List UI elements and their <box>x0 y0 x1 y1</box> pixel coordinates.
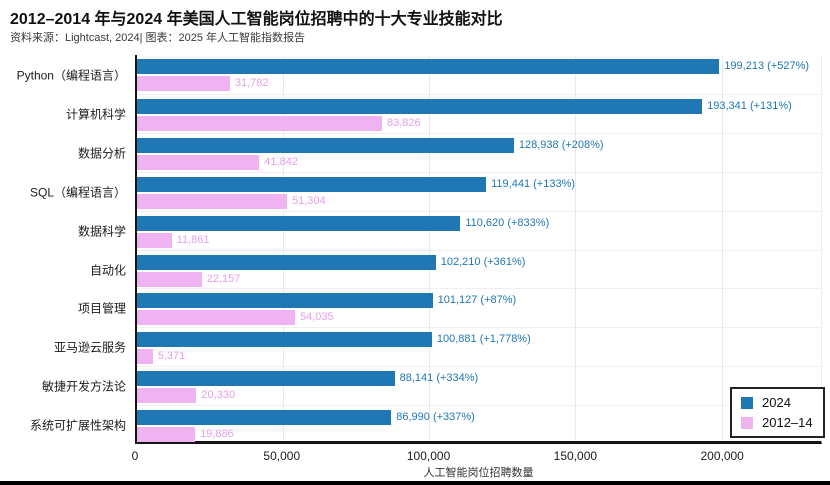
bar-2024 <box>137 215 461 231</box>
bar-2012–14 <box>137 232 172 248</box>
bar-2024 <box>137 254 436 270</box>
bar-value-label-2012–14: 31,782 <box>234 77 269 89</box>
plot-area: 199,213 (+527%) 31,782 193,341 (+131%) 83,8… <box>135 55 822 444</box>
legend-label: 2012–14 <box>762 415 813 430</box>
y-axis-label: 自动化 <box>89 263 126 277</box>
bar-row: 102,210 (+361%) 22,157 <box>137 249 821 289</box>
x-axis-title: 人工智能岗位招聘数量 <box>423 467 534 479</box>
bar-value-label-2012–14: 83,826 <box>387 116 421 129</box>
x-tick-label: 150,000 <box>553 449 598 463</box>
bar-value-label-2012–14: 11,861 <box>176 233 210 246</box>
bar-2012–14 <box>137 193 287 209</box>
bar-value-label-2024: 119,441 (+133%) <box>491 177 576 190</box>
bar-row: 128,938 (+208%) 41,842 <box>137 132 821 172</box>
bar-row: 110,620 (+833%) 11,861 <box>137 210 821 250</box>
bar-value-label-2012–14: 22,157 <box>206 272 241 285</box>
bar-value-label-2012–14: 5,371 <box>157 350 186 363</box>
y-axis-label: 计算机科学 <box>65 107 126 122</box>
bar-2024 <box>137 371 395 387</box>
bar-2024 <box>137 176 487 192</box>
bar-row: 101,127 (+87%) 54,035 <box>137 288 821 327</box>
legend: 2024 2012–14 <box>730 387 825 438</box>
y-axis-labels: Python（编程语言） 计算机科学数据分析 SQL（编程语言） 数据科学自动化项目管… <box>0 55 126 444</box>
bar-2012–14 <box>137 427 196 443</box>
bar-value-label-2024: 86,990 (+337%) <box>396 411 475 424</box>
chart-source-caption: 资料来源：Lightcast, 2024| 图表：2025 年人工智能指数报告 <box>10 32 306 44</box>
y-axis-label: 数据分析 <box>77 146 126 161</box>
bar-value-label-2024: 102,210 (+361%) <box>440 255 526 268</box>
bar-value-label-2024: 193,341 (+131%) <box>707 99 792 112</box>
y-axis-label: 亚马逊云服务 <box>53 340 126 355</box>
bar-2012–14 <box>137 154 260 170</box>
legend-label: 2024 <box>762 395 791 410</box>
bar-row: 100,881 (+1,778%) 5,371 <box>137 327 821 366</box>
bar-value-label-2012–14: 20,330 <box>201 389 236 402</box>
y-axis-label: 敏捷开发方法论 <box>41 379 126 394</box>
legend-swatch-2012–14 <box>741 416 753 429</box>
y-axis-label: 项目管理 <box>77 301 126 316</box>
bar-2012–14 <box>137 271 202 287</box>
y-axis-label: 系统可扩展性架构 <box>29 418 126 433</box>
legend-item-2024: 2024 <box>741 395 813 410</box>
bar-row: 119,441 (+133%) 51,304 <box>137 171 821 211</box>
bar-row: 199,213 (+527%) 31,782 <box>137 55 821 94</box>
bar-2012–14 <box>137 349 153 365</box>
x-tick-label: 100,000 <box>406 449 451 463</box>
bar-2024 <box>137 332 432 348</box>
bar-value-label-2024: 88,141 (+334%) <box>399 372 479 385</box>
bar-value-label-2024: 101,127 (+87%) <box>437 294 517 307</box>
bar-value-label-2012–14: 19,886 <box>200 428 234 441</box>
bar-row: 86,990 (+337%) 19,886 <box>137 405 821 444</box>
bar-value-label-2012–14: 54,035 <box>299 311 334 324</box>
gridline-100,000 <box>429 55 431 441</box>
bar-value-label-2012–14: 41,842 <box>264 155 298 168</box>
legend-swatch-2024 <box>741 396 753 409</box>
bar-2012–14 <box>137 115 383 131</box>
x-tick-label: 0 <box>131 449 139 463</box>
bar-2012–14 <box>137 76 230 91</box>
bar-value-label-2012–14: 51,304 <box>291 194 326 207</box>
gridline-200,000 <box>721 55 723 441</box>
bar-row: 193,341 (+131%) 83,826 <box>137 93 821 133</box>
y-axis-label: 数据科学 <box>77 224 126 239</box>
x-axis-ticks: 0 50,000 100,000 150,000 200,000 <box>131 449 822 463</box>
bar-value-label-2024: 199,213 (+527%) <box>724 60 810 72</box>
bar-2024 <box>137 410 392 426</box>
bar-2024 <box>137 98 703 114</box>
bar-value-label-2024: 100,881 (+1,778%) <box>436 333 531 346</box>
bar-2012–14 <box>137 388 197 404</box>
bar-2024 <box>137 59 720 74</box>
legend-item-2012–14: 2012–14 <box>741 415 813 430</box>
gridline-150,000 <box>575 55 577 441</box>
bar-2012–14 <box>137 310 295 326</box>
bar-2024 <box>137 137 514 153</box>
y-axis-label: Python（编程语言） <box>16 68 126 83</box>
bar-value-label-2024: 128,938 (+208%) <box>518 138 604 151</box>
x-tick-label: 50,000 <box>263 449 301 463</box>
bar-row: 88,141 (+334%) 20,330 <box>137 366 821 405</box>
chart-title: 2012–2014 年与2024 年美国人工智能岗位招聘中的十大专业技能对比 <box>10 11 503 28</box>
x-tick-label: 200,000 <box>700 449 744 463</box>
y-axis-label: SQL（编程语言） <box>29 185 126 200</box>
bar-value-label-2024: 110,620 (+833%) <box>465 216 550 229</box>
bar-2024 <box>137 293 433 309</box>
gridline-50,000 <box>283 55 285 441</box>
